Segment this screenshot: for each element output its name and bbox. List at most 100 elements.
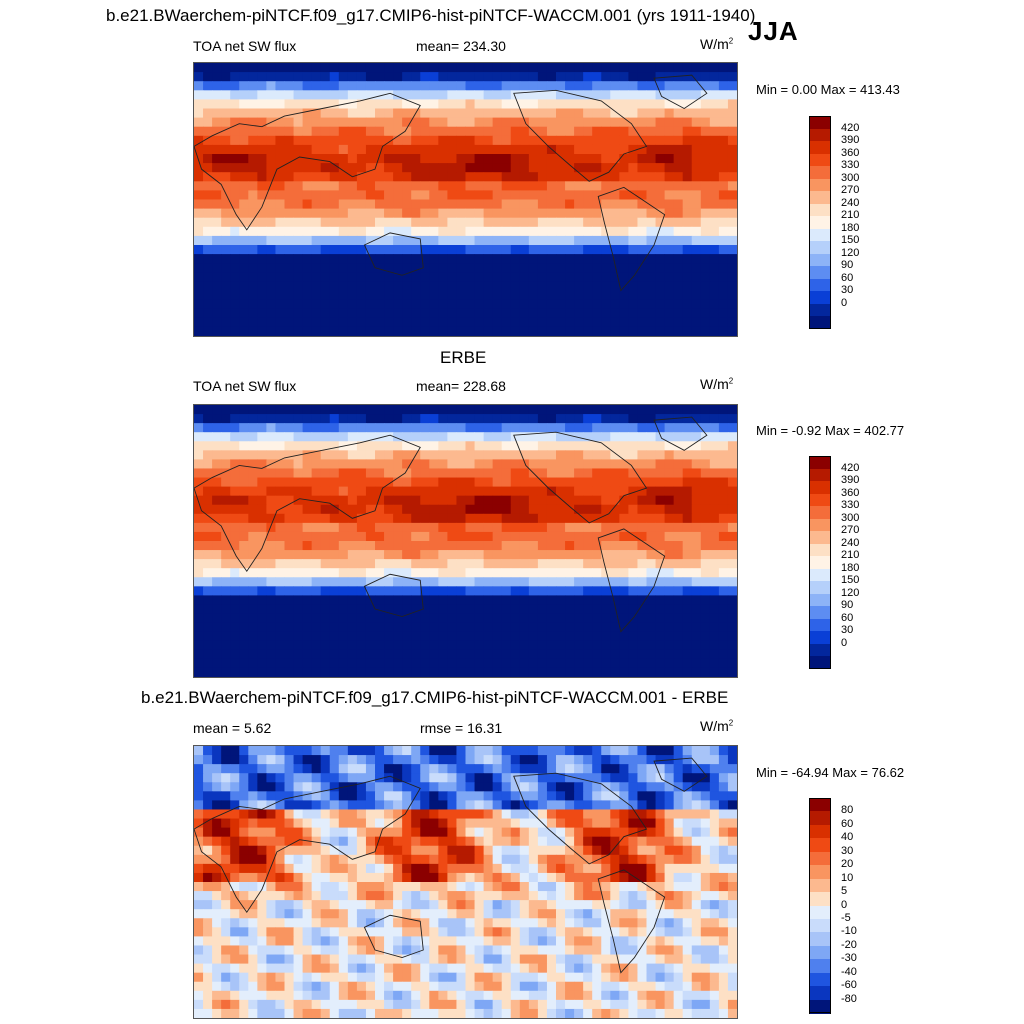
map-cell: [682, 595, 693, 605]
map-cell: [356, 486, 367, 497]
map-cell: [655, 459, 666, 469]
map-cell: [619, 531, 629, 542]
map-cell: [574, 172, 584, 182]
map-cell: [682, 577, 693, 587]
map-cell: [700, 154, 711, 164]
map-cell: [510, 81, 521, 91]
map-cell: [474, 217, 485, 228]
map-cell: [284, 882, 295, 892]
map-cell: [510, 414, 521, 424]
map-cell: [673, 559, 684, 569]
map-cell: [510, 486, 521, 497]
map-cell: [248, 568, 258, 578]
map-cell: [691, 299, 702, 310]
map-cell: [546, 773, 557, 783]
map-cell: [221, 450, 231, 460]
map-cell: [212, 800, 222, 810]
map-cell: [664, 226, 675, 237]
map-cell: [293, 144, 304, 155]
map-cell: [239, 450, 249, 460]
map-cell: [664, 326, 675, 336]
map-cell: [212, 317, 222, 328]
map-cell: [501, 423, 512, 433]
map-cell: [709, 414, 720, 424]
map-cell: [646, 432, 657, 442]
map-cell: [664, 299, 675, 310]
map-cell: [628, 263, 638, 273]
map-cell: [248, 486, 258, 497]
map-cell: [628, 845, 638, 856]
map-cell: [438, 144, 448, 155]
map-cell: [682, 550, 693, 560]
map-cell: [718, 254, 729, 264]
map-cell: [203, 477, 213, 488]
map-cell: [438, 909, 448, 919]
map-cell: [212, 477, 222, 488]
continent-outline: [653, 416, 708, 451]
map-cell: [384, 450, 394, 460]
map-cell: [565, 541, 575, 551]
map-cell: [275, 872, 285, 883]
map-cell: [212, 495, 222, 506]
map-cell: [565, 927, 575, 937]
map-cell: [492, 882, 503, 892]
map-cell: [338, 791, 349, 801]
map-cell: [293, 863, 304, 874]
map-cell: [483, 827, 494, 838]
map-cell: [230, 568, 240, 578]
map-cell: [347, 254, 358, 264]
map-cell: [546, 918, 557, 928]
map-cell: [438, 845, 448, 856]
map-cell: [420, 163, 430, 173]
map-cell: [384, 263, 394, 273]
map-cell: [655, 658, 666, 669]
map-cell: [447, 531, 457, 542]
map-cell: [203, 81, 213, 91]
map-cell: [411, 63, 421, 73]
map-cell: [411, 90, 421, 100]
map-cell: [248, 667, 258, 677]
map-cell: [574, 667, 584, 677]
map-cell: [565, 299, 575, 310]
map-cell: [628, 504, 638, 515]
map-cell: [329, 181, 340, 191]
map-cell: [302, 755, 313, 765]
map-cell: [365, 918, 376, 928]
map-cell: [230, 631, 240, 642]
map-cell: [338, 326, 349, 336]
map-cell: [393, 746, 403, 756]
map-cell: [456, 613, 466, 624]
map-cell: [592, 414, 602, 424]
map-cell: [637, 764, 647, 774]
map-cell: [465, 818, 476, 829]
map-cell: [483, 477, 494, 488]
map-cell: [474, 649, 485, 660]
map-cell: [546, 640, 557, 651]
map-cell: [655, 486, 666, 497]
map-cell: [302, 317, 313, 328]
map-plot-model: [193, 62, 738, 337]
map-cell: [320, 658, 331, 669]
map-cell: [329, 809, 340, 819]
map-cell: [320, 513, 331, 524]
map-cell: [275, 622, 285, 633]
map-cell: [718, 791, 729, 801]
map-cell: [727, 882, 737, 892]
map-cell: [610, 459, 620, 469]
map-cell: [311, 272, 322, 282]
map-cell: [709, 513, 720, 524]
map-cell: [311, 791, 322, 801]
map-cell: [194, 746, 204, 756]
map-cell: [284, 254, 295, 264]
map-cell: [682, 172, 693, 182]
map-cell: [700, 90, 711, 100]
map-cell: [230, 208, 240, 219]
map-cell: [646, 172, 657, 182]
map-cell: [537, 622, 548, 633]
map-cell: [447, 818, 457, 829]
map-cell: [356, 577, 367, 587]
map-cell: [537, 308, 548, 319]
map-cell: [275, 658, 285, 669]
map-cell: [628, 863, 638, 874]
map-cell: [465, 405, 476, 415]
